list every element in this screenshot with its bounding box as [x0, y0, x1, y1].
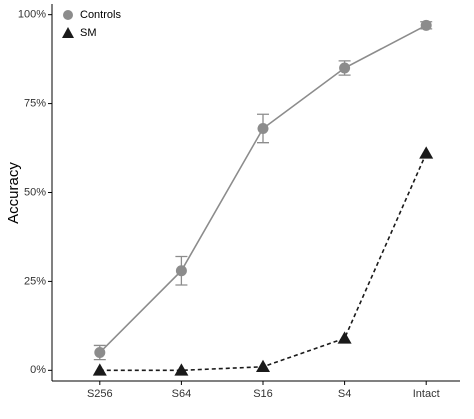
- series-line: [99, 24, 427, 354]
- data-point: [92, 363, 107, 376]
- x-tick-label: Intact: [413, 388, 440, 400]
- data-point: [419, 146, 434, 159]
- data-point: [337, 331, 352, 344]
- x-tick-label: S256: [87, 388, 113, 400]
- y-tick-label: 100%: [18, 9, 46, 21]
- legend-label: Controls: [80, 9, 121, 21]
- y-tick-label: 0%: [30, 364, 46, 376]
- y-axis-title: Accuracy: [5, 162, 22, 224]
- data-point: [175, 265, 187, 277]
- data-point: [420, 19, 432, 31]
- x-tick-label: S4: [338, 388, 351, 400]
- legend-marker: [62, 27, 74, 38]
- data-point: [257, 122, 269, 134]
- x-tick-label: S64: [172, 388, 192, 400]
- y-tick-label: 25%: [24, 275, 46, 287]
- y-tick-label: 50%: [24, 186, 46, 198]
- data-point: [94, 347, 106, 359]
- x-tick-label: S16: [253, 388, 273, 400]
- data-point: [256, 359, 270, 373]
- legend: Controls SM: [62, 9, 121, 39]
- data-point: [339, 62, 351, 74]
- data-point: [174, 363, 189, 376]
- y-tick-label: 75%: [24, 97, 46, 109]
- series-line: [99, 153, 427, 372]
- legend-marker: [63, 10, 73, 20]
- legend-label: SM: [80, 27, 97, 39]
